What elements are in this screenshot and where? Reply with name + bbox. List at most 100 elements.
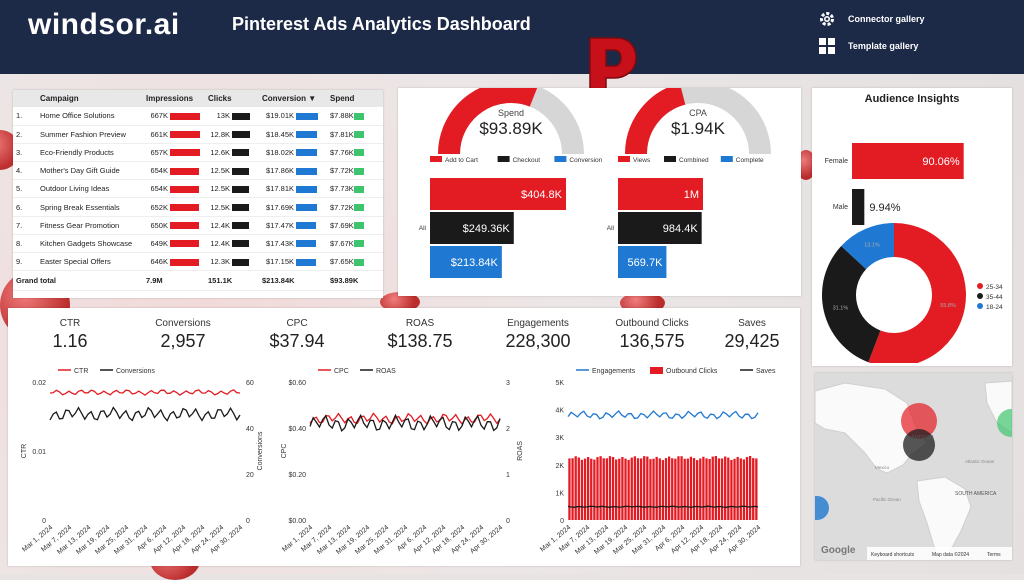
- gender-value-label: 90.06%: [922, 156, 960, 168]
- connector-gallery-link[interactable]: Connector gallery: [818, 10, 925, 28]
- outbound-clicks-bar: [611, 457, 615, 520]
- impressions-bar: [170, 149, 200, 157]
- campaign-name-text: Easter Special Offers: [40, 257, 111, 267]
- logo[interactable]: windsor.ai: [28, 8, 180, 41]
- kpi-label: CTR: [59, 318, 81, 329]
- clicks-cell: 12.5K: [205, 197, 259, 217]
- table-row[interactable]: 4. Mother's Day Gift Guide 654K 12.5K $17.86…: [13, 161, 383, 181]
- table-row[interactable]: 9. Easter Special Offers 646K 12.3K $17.15K $…: [13, 252, 383, 272]
- donut-slice-25-34: [868, 223, 966, 367]
- series-line-roas: [309, 413, 501, 432]
- outbound-clicks-bar: [658, 458, 661, 520]
- connector-gallery-label: Connector gallery: [848, 14, 925, 24]
- page-title: Pinterest Ads Analytics Dashboard: [232, 14, 531, 34]
- outbound-clicks-bar: [708, 459, 711, 520]
- outbound-clicks-bar: [608, 456, 612, 520]
- y-tick-label: 5K: [555, 380, 564, 387]
- legend-label: ROAS: [376, 368, 396, 375]
- conversion-cell-text: $17.81K: [266, 184, 294, 194]
- y2-axis-title: Conversions: [257, 431, 264, 470]
- outbound-clicks-bar: [667, 456, 671, 520]
- clicks-cell-text: 12.6K: [210, 147, 230, 157]
- impressions-cell: 657K: [143, 143, 205, 163]
- audience-charts: Female 90.06% Male 9.94% 55.8% 25-34 31.1% 35-4…: [822, 143, 1003, 367]
- outbound-clicks-bar: [649, 459, 652, 520]
- kpi-value: 29,425: [724, 331, 780, 351]
- y2-tick-label: 20: [246, 472, 254, 479]
- row-index-text: 5.: [16, 184, 23, 194]
- table-row[interactable]: 8. Kitchen Gadgets Showcase 649K 12.4K $17.4…: [13, 234, 383, 254]
- table-row[interactable]: 5. Outdoor Living Ideas 654K 12.5K $17.81K $7…: [13, 179, 383, 199]
- conversion-cell: $19.01K: [259, 107, 327, 126]
- outbound-clicks-bar: [639, 458, 643, 520]
- template-gallery-link[interactable]: Template gallery: [818, 37, 918, 55]
- conversion-bar: [296, 222, 317, 230]
- donut-slice-label: 13.1%: [864, 243, 880, 249]
- y2-tick-label: 1: [506, 472, 510, 479]
- header-spend[interactable]: Spend: [327, 90, 383, 107]
- clicks-bar: [232, 222, 250, 230]
- header-conversion[interactable]: Conversion ▼: [259, 90, 327, 107]
- legend-dot: [977, 293, 983, 299]
- conversion-cell-text: $19.01K: [266, 111, 294, 121]
- outbound-clicks-bar: [689, 456, 693, 520]
- table-row[interactable]: 1. Home Office Solutions 667K 13K $19.01K $7.…: [13, 107, 383, 126]
- impressions-bar: [170, 204, 200, 212]
- campaign-table-panel: Campaign Impressions Clicks Conversion ▼…: [13, 90, 383, 298]
- bar-value-label: 569.7K: [628, 257, 664, 269]
- y-tick-label: $0.20: [288, 472, 306, 479]
- y-tick-label: 3K: [555, 435, 564, 442]
- legend-label: Engagements: [592, 368, 636, 375]
- bar-complete: [618, 246, 667, 278]
- outbound-clicks-bar: [583, 458, 587, 520]
- google-logo: Google: [821, 545, 856, 556]
- clicks-cell-text: 12.5K: [210, 166, 230, 176]
- legend-swatch: [664, 156, 676, 162]
- outbound-clicks-bar: [590, 458, 593, 520]
- header-campaign[interactable]: Campaign: [37, 90, 143, 107]
- legend-dot: [977, 283, 983, 289]
- world-map[interactable]: AMERICA Atlantic Ocean Pacific Ocean SOUTH …: [805, 373, 1024, 561]
- kpi-label: Conversions: [155, 318, 211, 329]
- grid-icon: [819, 38, 835, 54]
- row-index: 4.: [13, 161, 37, 181]
- impressions-bar: [170, 167, 200, 175]
- campaign-name: Spring Break Essentials: [37, 197, 143, 217]
- header-wave: [0, 40, 1024, 74]
- conversion-cell-text: $17.15K: [266, 257, 294, 267]
- row-index-text: 8.: [16, 238, 23, 248]
- outbound-clicks-bar: [720, 458, 724, 520]
- outbound-clicks-bar: [574, 456, 577, 520]
- header-clicks[interactable]: Clicks: [205, 90, 259, 107]
- campaign-name-text: Mother's Day Gift Guide: [40, 166, 120, 176]
- clicks-cell-text: 12.3K: [210, 257, 230, 267]
- axis-category-label: All: [419, 225, 427, 232]
- row-index: 8.: [13, 234, 37, 254]
- bar-combined: [618, 212, 702, 244]
- table-row[interactable]: 2. Summer Fashion Preview 661K 12.8K $18.45K…: [13, 125, 383, 144]
- gender-label: Male: [833, 204, 848, 211]
- legend-label: Checkout: [513, 157, 541, 164]
- conversion-bar: [296, 258, 316, 266]
- conversion-bar: [296, 112, 318, 120]
- campaign-name: Kitchen Gadgets Showcase: [37, 234, 143, 254]
- header-impressions[interactable]: Impressions: [143, 90, 205, 107]
- outbound-clicks-bar: [714, 456, 718, 520]
- table-row[interactable]: 3. Eco-Friendly Products 657K 12.6K $18.02K $…: [13, 143, 383, 163]
- outbound-clicks-bar: [730, 459, 733, 520]
- map-panel[interactable]: AMERICA Atlantic Ocean Pacific Ocean SOUTH …: [805, 373, 1024, 561]
- table-row[interactable]: 6. Spring Break Essentials 652K 12.5K $17.69…: [13, 197, 383, 217]
- legend-label: Complete: [736, 157, 764, 164]
- outbound-clicks-bar: [711, 456, 714, 520]
- row-index-text: 2.: [16, 129, 23, 139]
- kpi-label: Outbound Clicks: [615, 318, 689, 329]
- table-row[interactable]: 7. Fitness Gear Promotion 650K 12.4K $17.47K…: [13, 216, 383, 235]
- donut-slice-label: 31.1%: [833, 306, 849, 312]
- impressions-cell-text: 654K: [150, 184, 168, 194]
- outbound-clicks-bar: [736, 456, 739, 520]
- y2-tick-label: 2: [506, 426, 510, 433]
- outbound-clicks-bar: [646, 456, 649, 520]
- outbound-clicks-bar: [618, 458, 621, 520]
- kpi-label: Saves: [738, 318, 766, 329]
- funnel-charts: Spend$93.89K CPA$1.94K Add to Cart Checkout…: [419, 81, 771, 278]
